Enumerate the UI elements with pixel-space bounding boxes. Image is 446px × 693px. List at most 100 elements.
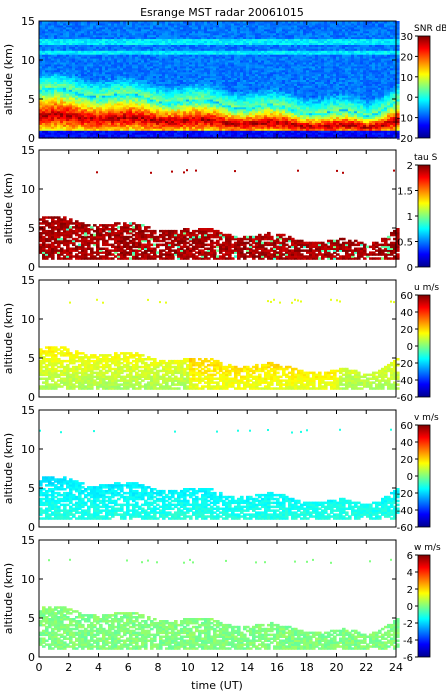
heatmap-cell xyxy=(288,118,292,121)
heatmap-cell xyxy=(204,21,208,24)
heatmap-cell xyxy=(153,95,157,98)
heatmap-cell xyxy=(171,65,175,69)
heatmap-cell xyxy=(261,26,265,30)
heatmap-cell xyxy=(141,28,145,32)
heatmap-cell xyxy=(279,48,283,51)
heatmap-cell xyxy=(168,65,172,69)
heatmap-cell xyxy=(84,132,88,135)
heatmap-cell xyxy=(72,102,76,106)
heatmap-cell xyxy=(117,118,121,121)
heatmap-cell xyxy=(102,99,106,102)
heatmap-cell xyxy=(192,56,196,59)
heatmap-cell xyxy=(246,116,250,119)
heatmap-cell xyxy=(189,67,193,71)
heatmap-cell xyxy=(204,75,208,79)
heatmap-cell xyxy=(264,95,268,98)
heatmap-cell xyxy=(258,79,262,82)
heatmap-cell xyxy=(180,85,184,88)
heatmap-cell xyxy=(213,32,217,36)
heatmap-cell xyxy=(135,134,139,137)
heatmap-cell xyxy=(120,75,124,79)
heatmap-cell xyxy=(177,54,181,57)
heatmap-cell xyxy=(63,106,67,110)
heatmap-cell xyxy=(144,122,148,125)
heatmap-cell xyxy=(96,48,100,51)
heatmap-cell xyxy=(225,67,229,71)
heatmap-cell xyxy=(153,91,157,94)
heatmap-cell xyxy=(168,75,172,79)
heatmap-cell xyxy=(141,102,145,106)
heatmap-cell xyxy=(282,95,286,98)
heatmap-cell xyxy=(87,58,91,61)
heatmap-cell xyxy=(264,24,268,28)
heatmap-cell xyxy=(237,73,241,77)
heatmap-cell xyxy=(228,128,232,131)
heatmap-cell xyxy=(171,89,175,92)
heatmap-cell xyxy=(120,122,124,125)
heatmap-cell xyxy=(195,63,199,67)
heatmap-cell xyxy=(246,24,250,28)
heatmap-cell xyxy=(87,102,91,106)
heatmap-cell xyxy=(192,60,196,63)
heatmap-cell xyxy=(120,101,124,104)
heatmap-cell xyxy=(42,132,46,135)
heatmap-cell xyxy=(207,73,211,77)
heatmap-cell xyxy=(249,26,253,30)
heatmap-cell xyxy=(189,26,193,30)
heatmap-cell xyxy=(162,77,166,80)
heatmap-cell xyxy=(213,42,217,45)
heatmap-cell xyxy=(132,89,136,92)
heatmap-cell xyxy=(90,102,94,106)
heatmap-cell xyxy=(267,89,271,92)
heatmap-cell xyxy=(105,34,109,38)
heatmap-cell xyxy=(105,95,109,98)
heatmap-cell xyxy=(99,128,103,131)
heatmap-cell xyxy=(57,44,61,47)
heatmap-cell xyxy=(258,120,262,123)
heatmap-cell xyxy=(54,112,58,116)
heatmap-cell xyxy=(81,93,85,96)
heatmap-cell xyxy=(204,101,208,104)
heatmap-cell xyxy=(123,104,127,108)
heatmap-cell xyxy=(249,130,253,133)
heatmap-cell xyxy=(222,79,226,82)
heatmap-cell xyxy=(153,63,157,67)
heatmap-cell xyxy=(234,99,238,102)
heatmap-cell xyxy=(63,81,67,84)
heatmap-cell xyxy=(75,97,79,100)
heatmap-cell xyxy=(267,102,271,106)
heatmap-cell xyxy=(198,30,202,34)
heatmap-cell xyxy=(273,136,277,139)
heatmap-cell xyxy=(105,106,109,110)
heatmap-cell xyxy=(258,69,262,73)
heatmap-cell xyxy=(258,67,262,71)
heatmap-cell xyxy=(75,24,79,28)
heatmap-cell xyxy=(39,85,43,88)
heatmap-cell xyxy=(120,40,124,43)
heatmap-cell xyxy=(93,93,97,96)
heatmap-cell xyxy=(225,110,229,114)
heatmap-cell xyxy=(246,65,250,69)
heatmap-cell xyxy=(39,116,43,119)
heatmap-cell xyxy=(246,30,250,34)
heatmap-cell xyxy=(198,104,202,108)
heatmap-cell xyxy=(75,124,79,127)
heatmap-cell xyxy=(144,23,148,26)
heatmap-cell xyxy=(228,116,232,119)
heatmap-cell xyxy=(192,40,196,43)
heatmap-cell xyxy=(258,136,262,139)
heatmap-cell xyxy=(237,67,241,71)
heatmap-cell xyxy=(45,23,49,26)
heatmap-cell xyxy=(174,130,178,133)
heatmap-cell xyxy=(267,42,271,45)
heatmap-cell xyxy=(153,34,157,38)
heatmap-cell xyxy=(111,89,115,92)
heatmap-cell xyxy=(75,130,79,133)
heatmap-cell xyxy=(114,118,118,121)
heatmap-cell xyxy=(132,36,136,40)
heatmap-cell xyxy=(126,114,130,118)
heatmap-cell xyxy=(153,120,157,123)
heatmap-cell xyxy=(243,60,247,63)
heatmap-cell xyxy=(72,73,76,77)
heatmap-cell xyxy=(69,77,73,80)
